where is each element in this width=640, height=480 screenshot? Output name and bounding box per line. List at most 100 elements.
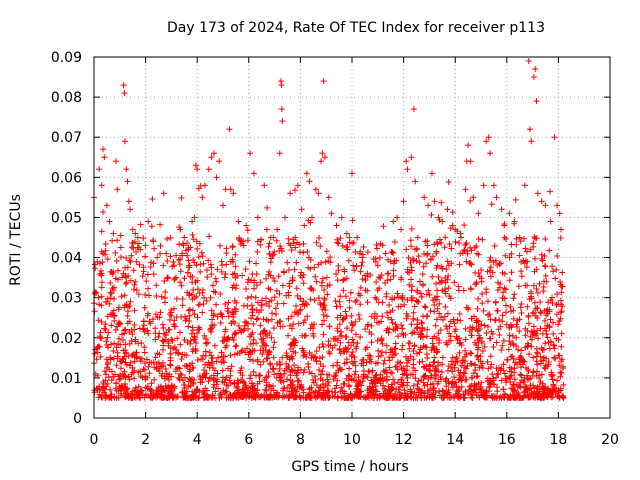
roti-point	[435, 359, 442, 366]
roti-point	[235, 322, 242, 329]
roti-point	[304, 313, 311, 320]
roti-point	[483, 329, 490, 336]
roti-point	[479, 291, 486, 298]
roti-point	[348, 376, 355, 383]
roti-point	[405, 254, 412, 261]
roti-point	[249, 329, 256, 336]
roti-point	[446, 323, 453, 330]
x-tick-label: 16	[498, 432, 516, 448]
roti-point	[160, 262, 167, 269]
roti-point	[518, 301, 525, 308]
roti-point	[267, 286, 274, 293]
roti-point	[512, 196, 519, 203]
roti-point	[489, 394, 496, 401]
roti-point	[496, 332, 503, 339]
roti-point	[270, 275, 277, 282]
roti-point	[395, 303, 402, 310]
roti-point	[439, 361, 446, 368]
roti-point	[162, 332, 169, 339]
roti-point	[536, 374, 543, 381]
roti-point	[303, 394, 310, 401]
roti-point	[157, 250, 164, 257]
roti-point	[416, 349, 423, 356]
roti-point	[271, 325, 278, 332]
roti-point	[517, 364, 524, 371]
roti-point	[422, 238, 429, 245]
roti-point	[352, 249, 359, 256]
roti-point	[144, 271, 151, 278]
roti-point	[382, 250, 389, 257]
roti-point	[332, 389, 339, 396]
roti-point	[133, 355, 140, 362]
x-tick-label: 12	[395, 432, 413, 448]
roti-point	[161, 394, 168, 401]
roti-point	[244, 227, 251, 234]
roti-point	[433, 265, 440, 272]
roti-point	[280, 268, 287, 275]
roti-point	[456, 372, 463, 379]
roti-point	[495, 371, 502, 378]
roti-point	[458, 377, 465, 384]
roti-point	[530, 309, 537, 316]
roti-point	[489, 269, 496, 276]
roti-point	[140, 264, 147, 271]
roti-point	[310, 325, 317, 332]
roti-point	[339, 242, 346, 249]
roti-point	[317, 243, 324, 250]
roti-point	[145, 292, 152, 299]
roti-point	[448, 394, 455, 401]
roti-point	[301, 302, 308, 309]
roti-point	[217, 291, 224, 298]
roti-point	[96, 383, 103, 390]
roti-point	[196, 240, 203, 247]
roti-point	[444, 206, 451, 213]
roti-point	[490, 381, 497, 388]
roti-point	[194, 245, 201, 252]
roti-point	[320, 311, 327, 318]
roti-point	[404, 269, 411, 276]
roti-point	[327, 254, 334, 261]
roti-point	[416, 278, 423, 285]
roti-point	[434, 262, 441, 269]
roti-point	[379, 299, 386, 306]
roti-point	[122, 350, 129, 357]
roti-point	[105, 329, 112, 336]
roti-point	[284, 376, 291, 383]
roti-point	[401, 390, 408, 397]
roti-point	[210, 312, 217, 319]
roti-point	[173, 346, 180, 353]
roti-point	[502, 235, 509, 242]
roti-point	[275, 370, 282, 377]
roti-point	[145, 363, 152, 370]
roti-point	[106, 300, 113, 307]
roti-point	[381, 368, 388, 375]
roti-point	[390, 272, 397, 279]
roti-point	[208, 307, 215, 314]
roti-point	[290, 336, 297, 343]
y-tick-label: 0.04	[51, 251, 82, 267]
roti-point	[440, 394, 447, 401]
roti-point	[374, 245, 381, 252]
roti-point	[134, 244, 141, 251]
roti-point	[479, 300, 486, 307]
roti-point	[273, 237, 280, 244]
roti-point	[258, 237, 265, 244]
roti-point	[324, 291, 331, 298]
roti-point	[405, 340, 412, 347]
roti-point	[551, 354, 558, 361]
roti-point	[394, 214, 401, 221]
roti-point	[469, 394, 476, 401]
roti-point	[546, 323, 553, 330]
roti-point	[478, 266, 485, 273]
roti-point	[305, 264, 312, 271]
roti-point	[131, 321, 138, 328]
roti-point	[443, 323, 450, 330]
roti-point	[312, 273, 319, 280]
roti-point	[167, 357, 174, 364]
roti-point	[508, 250, 515, 257]
roti-point	[494, 262, 501, 269]
roti-point	[487, 364, 494, 371]
roti-point	[175, 374, 182, 381]
roti-point	[135, 291, 142, 298]
roti-point	[392, 390, 399, 397]
